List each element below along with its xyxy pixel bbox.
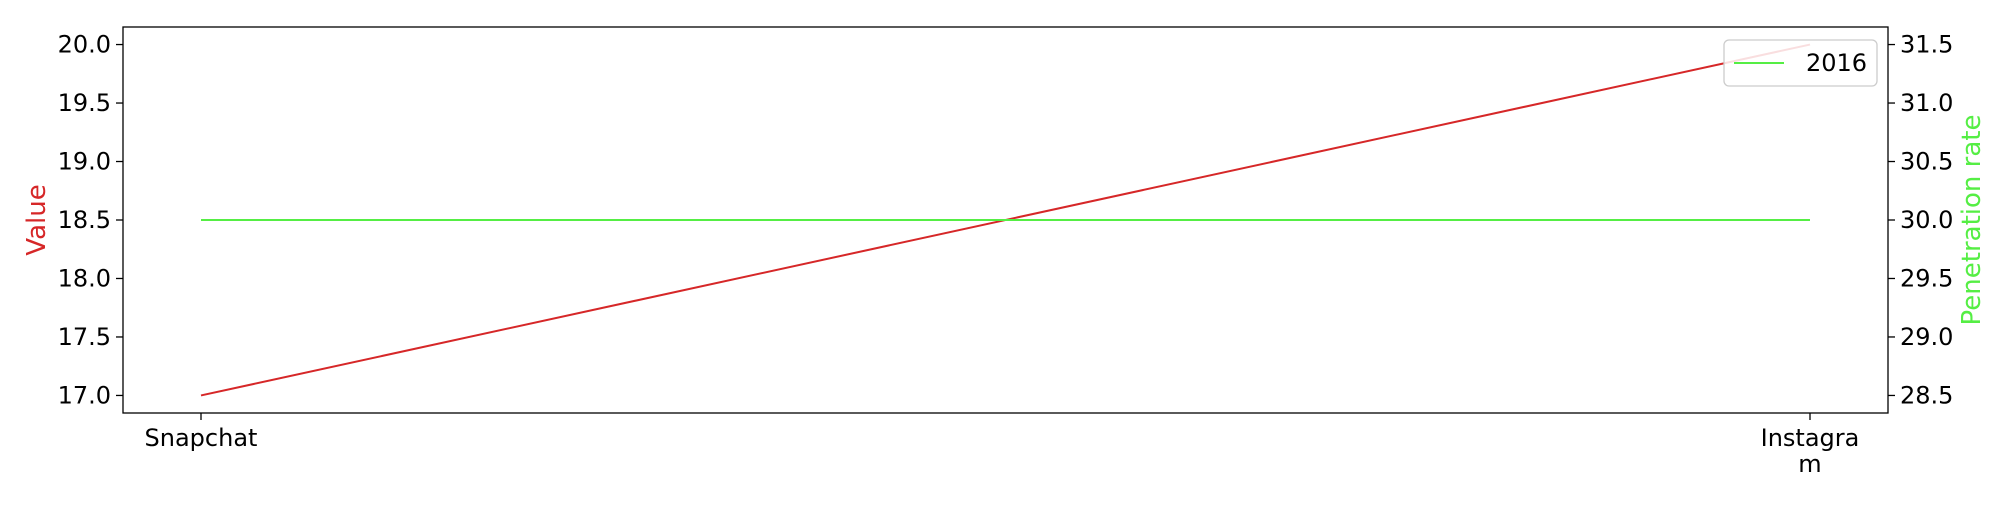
left-tick-label: 17.5 xyxy=(58,323,111,351)
right-axis-title: Penetration rate xyxy=(1957,115,1987,326)
right-tick-label: 30.0 xyxy=(1900,206,1953,234)
left-tick-label: 18.5 xyxy=(58,206,111,234)
right-tick-label: 30.5 xyxy=(1900,148,1953,176)
right-tick-label: 29.5 xyxy=(1900,264,1953,292)
x-tick-label: Instagra m xyxy=(1761,424,1860,478)
left-tick-label: 19.0 xyxy=(58,148,111,176)
x-tick-label-line: Instagra xyxy=(1761,424,1860,452)
right-tick-label: 28.5 xyxy=(1900,381,1953,409)
left-tick-label: 18.0 xyxy=(58,264,111,292)
left-tick-label: 17.0 xyxy=(58,381,111,409)
left-tick-label: 19.5 xyxy=(58,89,111,117)
x-tick-label-line: Snapchat xyxy=(145,424,258,452)
right-tick-label: 31.0 xyxy=(1900,89,1953,117)
x-tick-label: Snapchat xyxy=(145,424,258,452)
left-tick-label: 20.0 xyxy=(58,31,111,59)
left-axis-title: Value xyxy=(22,184,52,255)
legend-label-2016: 2016 xyxy=(1806,49,1867,77)
right-tick-label: 31.5 xyxy=(1900,31,1953,59)
x-tick-label-line: m xyxy=(1798,450,1821,478)
legend-box xyxy=(1723,39,1878,87)
right-tick-label: 29.0 xyxy=(1900,323,1953,351)
